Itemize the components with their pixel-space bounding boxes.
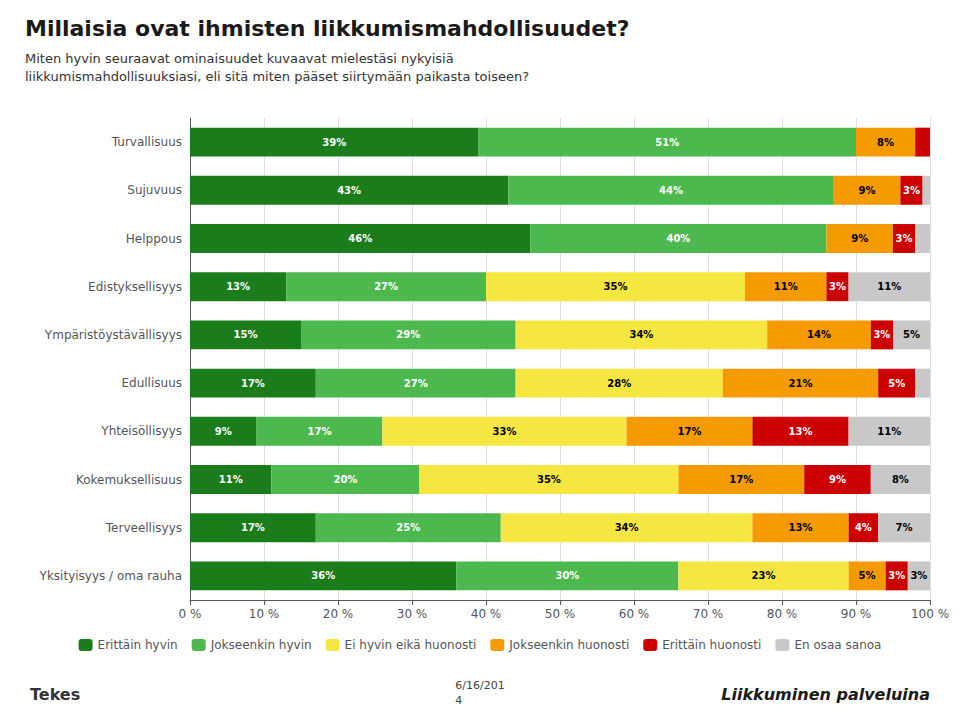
svg-text:Erittäin hyvin: Erittäin hyvin (98, 638, 178, 652)
svg-text:9%: 9% (215, 426, 232, 437)
svg-text:11%: 11% (774, 281, 798, 292)
svg-text:5%: 5% (903, 329, 920, 340)
svg-text:En osaa sanoa: En osaa sanoa (794, 638, 881, 652)
svg-text:3%: 3% (896, 233, 913, 244)
svg-text:17%: 17% (308, 426, 332, 437)
svg-text:liikkumismahdollisuuksiasi, el: liikkumismahdollisuuksiasi, eli sitä mit… (25, 69, 529, 84)
svg-text:Kokemuksellisuus: Kokemuksellisuus (76, 473, 182, 487)
svg-text:7%: 7% (896, 522, 913, 533)
svg-text:27%: 27% (374, 281, 398, 292)
svg-text:Terveellisyys: Terveellisyys (105, 521, 182, 535)
svg-text:Millaisia ovat ihmisten liikku: Millaisia ovat ihmisten liikkumismahdoll… (25, 16, 629, 41)
svg-text:15%: 15% (234, 329, 258, 340)
svg-text:Yhteisöllisyys: Yhteisöllisyys (100, 424, 182, 438)
svg-text:14%: 14% (807, 329, 831, 340)
svg-text:3%: 3% (829, 281, 846, 292)
svg-text:Sujuvuus: Sujuvuus (127, 183, 182, 197)
svg-text:90 %: 90 % (841, 607, 872, 621)
svg-text:43%: 43% (337, 185, 361, 196)
svg-text:13%: 13% (789, 522, 813, 533)
svg-text:40 %: 40 % (471, 607, 502, 621)
svg-text:13%: 13% (226, 281, 250, 292)
svg-text:3%: 3% (888, 570, 905, 581)
svg-text:35%: 35% (537, 474, 561, 485)
svg-text:23%: 23% (752, 570, 776, 581)
svg-text:11%: 11% (877, 281, 901, 292)
svg-text:0 %: 0 % (179, 607, 202, 621)
svg-text:25%: 25% (396, 522, 420, 533)
svg-text:8%: 8% (877, 137, 894, 148)
svg-text:5%: 5% (859, 570, 876, 581)
svg-text:27%: 27% (404, 378, 428, 389)
svg-text:5%: 5% (888, 378, 905, 389)
svg-text:100 %: 100 % (911, 607, 949, 621)
svg-text:60 %: 60 % (619, 607, 650, 621)
svg-text:3%: 3% (873, 329, 890, 340)
svg-text:Tekes: Tekes (30, 685, 80, 704)
svg-text:Jokseenkin huonosti: Jokseenkin huonosti (508, 638, 629, 652)
svg-text:30%: 30% (555, 570, 579, 581)
svg-text:51%: 51% (655, 137, 679, 148)
svg-text:Edistyksellisyys: Edistyksellisyys (88, 280, 182, 294)
svg-text:34%: 34% (615, 522, 639, 533)
svg-text:30 %: 30 % (397, 607, 428, 621)
svg-text:34%: 34% (629, 329, 653, 340)
svg-text:4%: 4% (855, 522, 872, 533)
svg-text:17%: 17% (241, 522, 265, 533)
svg-text:35%: 35% (604, 281, 628, 292)
svg-text:29%: 29% (396, 329, 420, 340)
svg-text:9%: 9% (851, 233, 868, 244)
svg-text:4: 4 (455, 694, 462, 707)
svg-text:Liikkuminen palveluina: Liikkuminen palveluina (721, 685, 930, 704)
svg-text:80 %: 80 % (767, 607, 798, 621)
svg-text:9%: 9% (859, 185, 876, 196)
svg-text:50 %: 50 % (545, 607, 576, 621)
svg-text:3%: 3% (903, 185, 920, 196)
svg-text:21%: 21% (789, 378, 813, 389)
svg-text:6/16/201: 6/16/201 (455, 679, 504, 692)
svg-text:33%: 33% (493, 426, 517, 437)
svg-text:40%: 40% (666, 233, 690, 244)
svg-text:17%: 17% (729, 474, 753, 485)
svg-text:39%: 39% (322, 137, 346, 148)
svg-text:Jokseenkin hyvin: Jokseenkin hyvin (210, 638, 312, 652)
svg-text:8%: 8% (892, 474, 909, 485)
svg-text:Miten hyvin seuraavat ominaisu: Miten hyvin seuraavat ominaisuudet kuvaa… (25, 51, 454, 66)
svg-text:17%: 17% (241, 378, 265, 389)
svg-text:36%: 36% (311, 570, 335, 581)
svg-text:11%: 11% (219, 474, 243, 485)
svg-text:44%: 44% (659, 185, 683, 196)
svg-text:Ympäristöystävällisyys: Ympäristöystävällisyys (44, 328, 182, 342)
svg-text:Yksityisyys / oma rauha: Yksityisyys / oma rauha (39, 569, 182, 583)
svg-text:10 %: 10 % (249, 607, 280, 621)
svg-text:11%: 11% (877, 426, 901, 437)
svg-text:13%: 13% (789, 426, 813, 437)
svg-text:46%: 46% (348, 233, 372, 244)
svg-text:20%: 20% (333, 474, 357, 485)
svg-text:17%: 17% (678, 426, 702, 437)
svg-text:28%: 28% (607, 378, 631, 389)
svg-text:Turvallisuus: Turvallisuus (111, 135, 182, 149)
svg-text:Erittäin huonosti: Erittäin huonosti (662, 638, 761, 652)
svg-text:3%: 3% (910, 570, 927, 581)
svg-text:9%: 9% (829, 474, 846, 485)
svg-text:20 %: 20 % (323, 607, 354, 621)
svg-text:Edullisuus: Edullisuus (121, 376, 182, 390)
svg-text:70 %: 70 % (693, 607, 724, 621)
svg-text:Ei hyvin eikä huonosti: Ei hyvin eikä huonosti (345, 638, 477, 652)
svg-text:Helppous: Helppous (126, 232, 182, 246)
